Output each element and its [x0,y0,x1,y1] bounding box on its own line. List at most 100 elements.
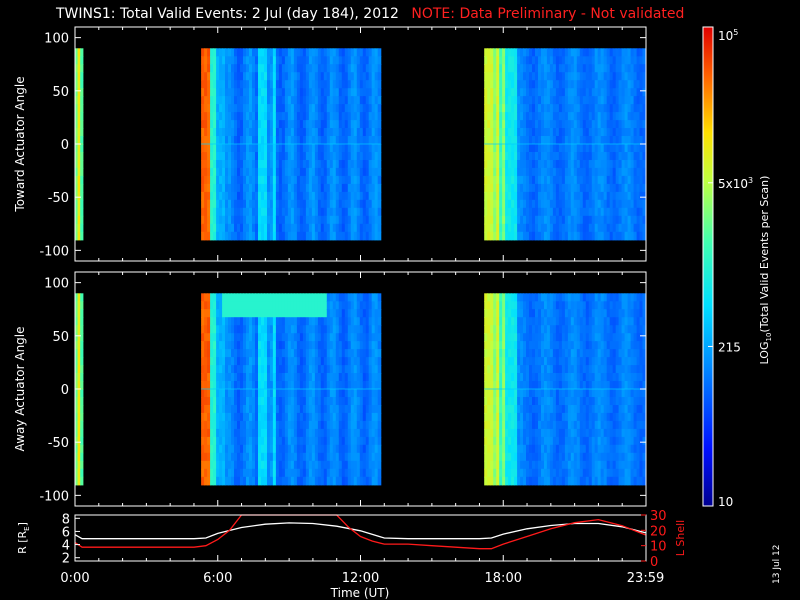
heatmap-cell [305,365,310,374]
heatmap-cell [216,397,220,406]
heatmap-cell [204,104,208,113]
heatmap-cell [505,120,509,129]
heatmap-cell [237,152,241,161]
heatmap-cell [579,112,584,121]
heatmap-cell [258,341,262,350]
heatmap-cell [272,460,277,470]
heatmap-cell [377,144,382,153]
heatmap-cell [201,333,205,342]
heatmap-cell [261,175,265,185]
heatmap-cell [627,175,632,185]
heatmap-cell [344,183,349,193]
heatmap-cell [496,357,500,366]
heatmap-cell [264,175,268,185]
heatmap-cell [493,452,497,462]
heatmap-cell [374,405,379,414]
heatmap-cell [532,397,536,406]
heatmap-cell [359,48,364,57]
heatmap-cell [353,48,358,57]
heatmap-cell [579,96,584,105]
heatmap-cell [210,72,214,81]
heatmap-cell [287,460,292,470]
heatmap-cell [374,112,379,121]
heatmap-cell [234,207,238,217]
heatmap-cell [508,152,512,161]
heatmap-cell [570,88,575,97]
heatmap-cell [222,183,226,193]
heatmap-cell [532,167,536,177]
heatmap-cell [544,72,548,81]
heatmap-cell [338,80,343,89]
heatmap-cell [350,48,355,57]
heatmap-cell [549,381,554,390]
heatmap-cell [594,56,599,65]
heatmap-cell [344,349,349,358]
heatmap-cell [609,112,614,121]
heatmap-cell [496,381,500,390]
heatmap-cell [272,88,277,97]
heatmap-cell [338,301,343,310]
heatmap-cell [329,231,334,241]
heatmap-cell [77,412,81,422]
heatmap-cell [302,231,307,241]
heatmap-cell [231,128,235,137]
heatmap-cell [538,405,542,414]
heatmap-cell [311,468,316,478]
heatmap-cell [517,468,521,478]
heatmap-cell [609,48,614,57]
heatmap-cell [487,112,491,121]
heatmap-cell [374,428,379,438]
heatmap-cell [216,476,220,486]
heatmap-cell [270,112,274,121]
heatmap-cell [281,420,286,430]
heatmap-cell [496,412,500,422]
heatmap-cell [570,56,575,65]
heatmap-cell [323,381,328,390]
heatmap-cell [272,397,277,406]
heatmap-cell [505,389,509,398]
heatmap-cell [362,301,367,310]
heatmap-cell [546,420,551,430]
heatmap-cell [523,420,527,430]
heatmap-cell [508,325,512,334]
heatmap-cell [359,349,364,358]
heatmap-cell [261,365,265,374]
heatmap-cell [323,389,328,398]
heatmap-cell [603,56,608,65]
heatmap-cell [526,460,530,470]
heatmap-cell [612,199,617,209]
heatmap-cell [335,72,340,81]
heatmap-cell [249,389,253,398]
heatmap-cell [555,428,560,438]
heatmap-cell [520,175,524,185]
heatmap-cell [487,104,491,113]
heatmap-cell [290,112,295,121]
heatmap-cell [252,405,256,414]
heatmap-cell [493,199,497,209]
heatmap-cell [535,357,539,366]
heatmap-cell [371,349,376,358]
heatmap-cell [555,301,560,310]
heatmap-cell [487,48,491,57]
heatmap-cell [544,96,548,105]
heatmap-cell [314,452,319,462]
heatmap-cell [514,468,518,478]
heatmap-cell [541,183,545,193]
heatmap-cell [80,144,84,153]
heatmap-cell [299,325,304,334]
heatmap-cell [243,160,247,169]
heatmap-cell [642,96,647,105]
heatmap-cell [311,365,316,374]
heatmap-cell [329,96,334,105]
heatmap-cell [270,444,274,454]
heatmap-cell [219,381,223,390]
heatmap-cell [356,160,361,169]
heatmap-cell [350,120,355,129]
heatmap-cell [350,88,355,97]
heatmap-cell [264,412,268,422]
heatmap-cell [555,333,560,342]
heatmap-cell [243,104,247,113]
heatmap-cell [517,309,521,318]
heatmap-cell [284,405,289,414]
heatmap-cell [356,365,361,374]
